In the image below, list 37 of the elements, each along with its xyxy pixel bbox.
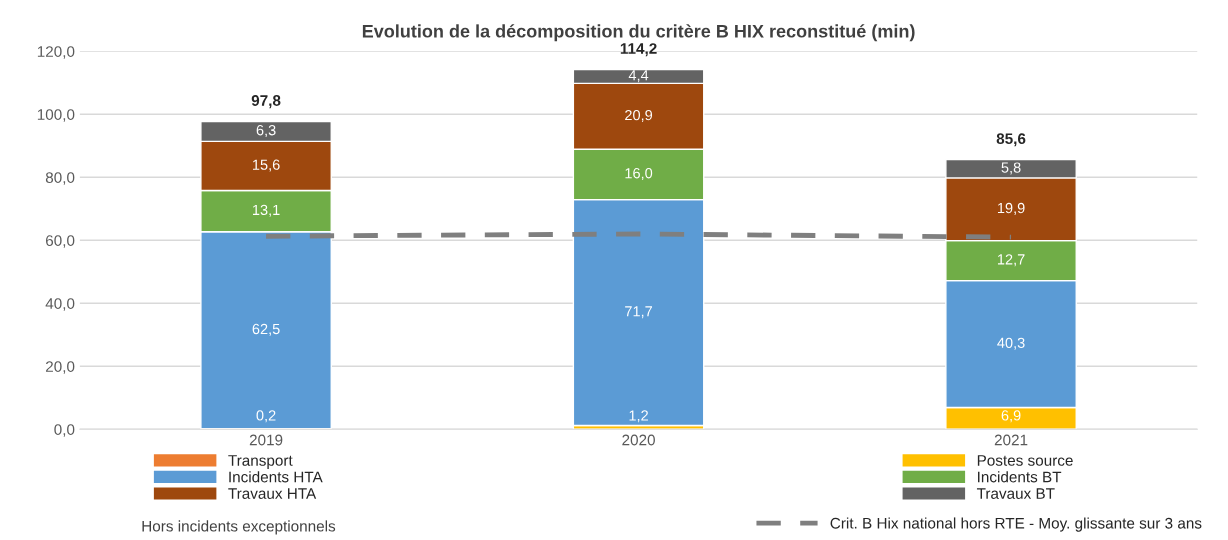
data-label: 62,5 xyxy=(252,323,280,336)
legend-label: Travaux HTA xyxy=(228,488,317,499)
data-label: 71,7 xyxy=(625,306,653,319)
data-label: 15,6 xyxy=(252,159,280,172)
y-tick-label: 100,0 xyxy=(37,109,75,122)
x-tick-label: 2020 xyxy=(622,434,655,446)
data-label: 19,9 xyxy=(997,202,1025,215)
y-tick-label: 120,0 xyxy=(37,46,75,59)
x-tick-label: 2021 xyxy=(994,434,1028,446)
y-tick-label: 40,0 xyxy=(45,298,75,311)
legend-label: Incidents HTA xyxy=(229,471,323,483)
y-tick-label: 20,0 xyxy=(46,361,75,374)
legend-label: Incidents BT xyxy=(978,471,1062,483)
total-label: 114,2 xyxy=(620,43,657,57)
data-label: 1,2 xyxy=(629,410,648,423)
data-label: 12,7 xyxy=(997,254,1025,267)
data-label: 0,2 xyxy=(256,410,276,423)
x-tick-label: 2019 xyxy=(249,434,283,446)
data-label: 16,0 xyxy=(625,168,653,181)
text: Hors incidents exceptionnels xyxy=(142,520,336,535)
data-label: 4,4 xyxy=(628,70,649,83)
legend-label: Crit. B Hix national hors RTE - Moy. glissante sur 3 ans xyxy=(830,517,1202,532)
y-tick-label: 80,0 xyxy=(45,172,75,185)
y-tick-label: 0,0 xyxy=(54,424,75,437)
data-label: 40,3 xyxy=(997,337,1025,350)
legend-label: Postes source xyxy=(977,455,1073,466)
chart-title: Evolution de la décomposition du critère B HIX reconstitué (min) xyxy=(362,24,915,42)
data-label: 13,1 xyxy=(252,204,280,217)
data-label: 6,3 xyxy=(256,125,276,138)
total-label: 97,8 xyxy=(251,95,281,109)
legend-label: Travaux BT xyxy=(976,488,1055,499)
y-tick-label: 60,0 xyxy=(46,235,75,248)
data-label: 6,9 xyxy=(1001,410,1021,423)
total-label: 85,6 xyxy=(996,133,1026,147)
data-label: 20,9 xyxy=(625,109,653,122)
data-label: 5,8 xyxy=(1001,162,1021,175)
legend-label: Transport xyxy=(228,455,293,469)
